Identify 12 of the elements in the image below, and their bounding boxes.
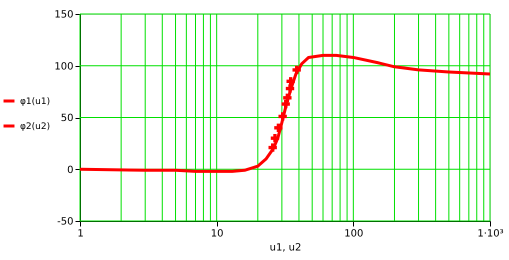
x-tick-label: 1·10³	[477, 228, 504, 240]
y-tick-label: 0	[67, 164, 74, 176]
legend-label: φ1(u1)	[20, 97, 50, 107]
x-axis-title: u1, u2	[270, 242, 302, 254]
x-tick-label: 1	[77, 228, 84, 240]
y-tick-label: 100	[54, 61, 74, 72]
x-tick-label: 100	[344, 228, 364, 240]
y-tick-label: 150	[54, 10, 74, 20]
x-tick-label: 10	[210, 228, 224, 240]
y-tick-label: 50	[60, 113, 74, 124]
legend-label: φ2(u2)	[20, 122, 50, 132]
y-tick-label: -50	[57, 216, 74, 228]
